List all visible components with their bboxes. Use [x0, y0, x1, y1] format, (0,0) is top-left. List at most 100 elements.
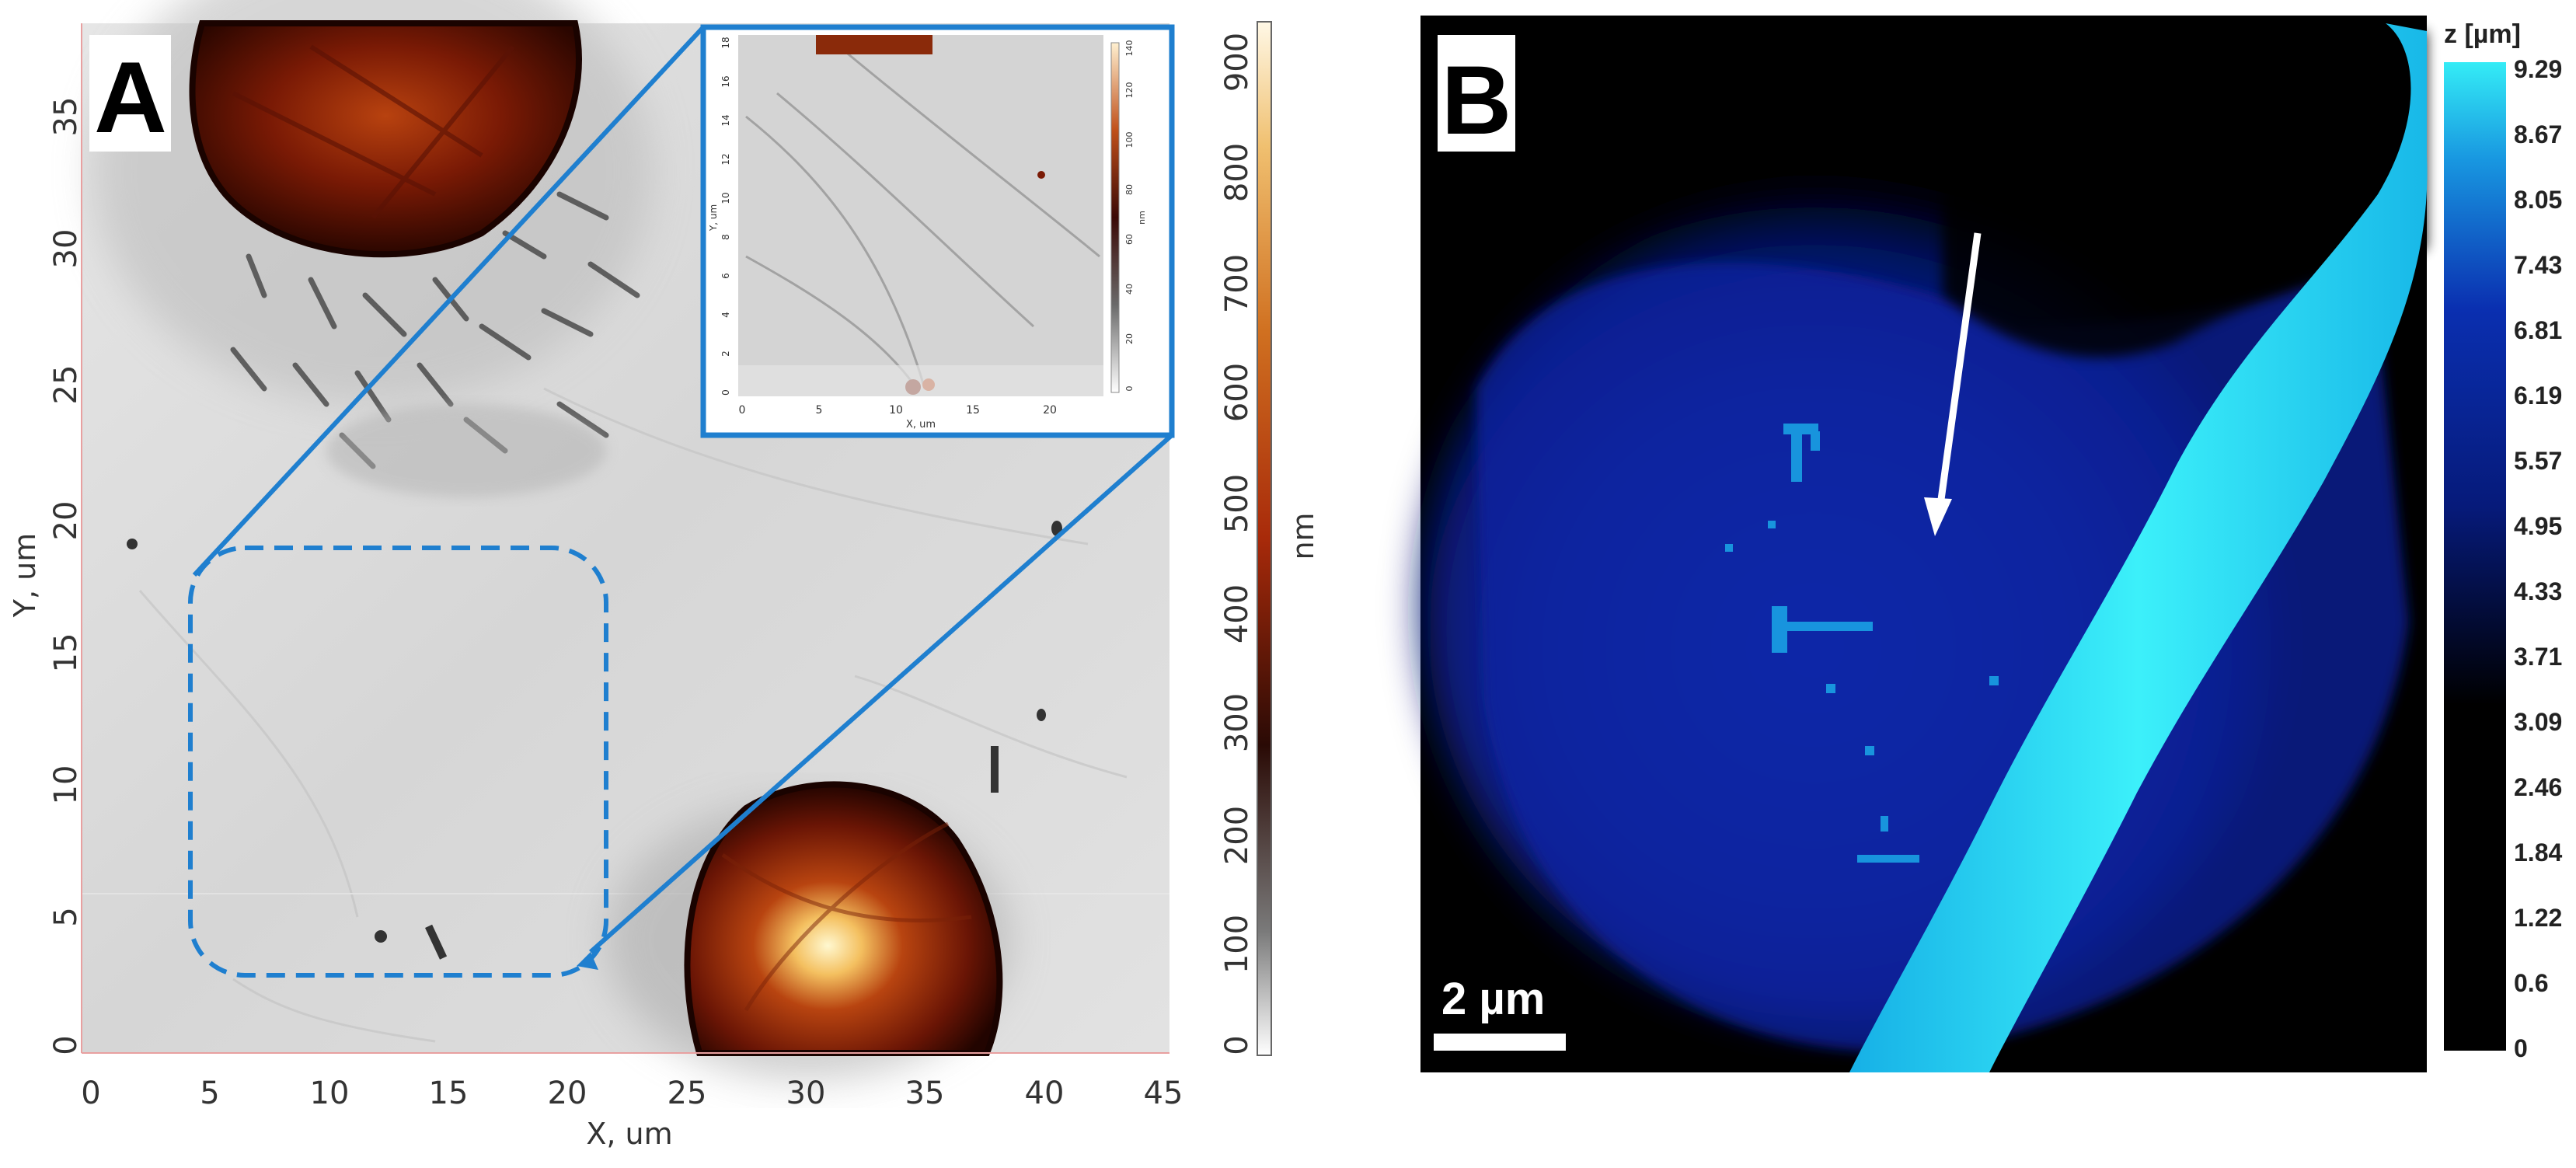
- panel-a-x-axis-label: X, um: [586, 1117, 672, 1151]
- colorbar-tick: 7.43: [2514, 251, 2562, 279]
- inset-colorbar-tick: 120: [1124, 82, 1135, 99]
- colorbar-tick: 5.57: [2514, 447, 2562, 475]
- scale-bar: [1434, 1034, 1566, 1051]
- colorbar-tick: 4.33: [2514, 577, 2562, 605]
- colorbar-tick: 700: [1219, 254, 1255, 313]
- inset-y-tick: 18: [720, 37, 731, 48]
- inset-colorbar-tick: 100: [1124, 132, 1135, 148]
- y-tick: 25: [48, 365, 84, 405]
- y-tick: 30: [48, 229, 84, 269]
- x-tick: 35: [905, 1076, 945, 1111]
- panel-b-colorbar-title: z [µm]: [2444, 19, 2521, 49]
- inset-image: [738, 35, 1103, 396]
- inset-x-tick: 15: [966, 404, 980, 417]
- inset-colorbar-tick: 0: [1124, 386, 1135, 392]
- inset-colorbar-ticks: 0 20 40 60 80 100 120 140: [1124, 40, 1135, 392]
- scale-bar-label: 2 µm: [1441, 974, 1545, 1024]
- colorbar-tick: 6.19: [2514, 382, 2562, 410]
- inset-x-ticks: 0 5 10 15 20: [739, 404, 1057, 417]
- inset-y-tick: 0: [720, 389, 731, 396]
- colorbar-tick: 9.29: [2514, 55, 2562, 83]
- panel-a-colorbar: [1257, 21, 1272, 1056]
- x-tick: 25: [668, 1076, 707, 1111]
- inset-x-tick: 0: [739, 404, 746, 417]
- inset-y-tick: 16: [720, 75, 731, 87]
- colorbar-tick: 500: [1219, 474, 1255, 533]
- inset-y-tick: 4: [720, 312, 731, 318]
- x-tick: 15: [429, 1076, 469, 1111]
- x-tick: 20: [548, 1076, 587, 1111]
- colorbar-tick: 800: [1219, 143, 1255, 202]
- inset-colorbar-tick: 20: [1124, 333, 1135, 344]
- colorbar-tick: 0: [1219, 1035, 1255, 1055]
- inset-colorbar-label: nm: [1137, 211, 1147, 225]
- colorbar-tick: 8.05: [2514, 186, 2562, 214]
- inset-colorbar-tick: 140: [1124, 40, 1135, 57]
- panel-a-x-ticks: 0 5 10 15 20 25 30 35 40 45: [81, 1076, 1183, 1111]
- cell-top: [93, 0, 653, 497]
- cell-bottom: [606, 781, 1010, 1080]
- inset-x-axis-label: X, um: [906, 419, 936, 431]
- colorbar-tick: 300: [1219, 693, 1255, 752]
- inset-x-tick: 20: [1043, 404, 1057, 417]
- inset-y-axis-label: Y, um: [708, 204, 719, 232]
- colorbar-tick: 6.81: [2514, 316, 2562, 344]
- colorbar-tick: 8.67: [2514, 120, 2562, 148]
- colorbar-tick: 600: [1219, 363, 1255, 422]
- colorbar-tick: 400: [1219, 584, 1255, 643]
- colorbar-tick: 0.6: [2514, 969, 2548, 997]
- fiber: [1849, 23, 2428, 1072]
- x-tick: 10: [310, 1076, 350, 1111]
- colorbar-tick: 3.71: [2514, 643, 2562, 671]
- inset-y-tick: 8: [720, 234, 731, 240]
- inset-y-tick: 2: [720, 350, 731, 357]
- debris: [127, 521, 1062, 960]
- region-of-interest: [188, 546, 608, 978]
- inset-y-tick: 10: [720, 192, 731, 204]
- panel-letter-b: B: [1441, 47, 1511, 155]
- colorbar-tick: 1.22: [2514, 904, 2562, 932]
- panel-a-y-ticks: 0 5 10 15 20 25 30 35: [48, 97, 84, 1055]
- x-tick: 5: [200, 1076, 219, 1111]
- x-tick: 0: [81, 1076, 100, 1111]
- inset: 0 5 10 15 20 X, um 0 2 4 6 8 10 12 14 16…: [700, 24, 1175, 438]
- colorbar-tick: 200: [1219, 806, 1255, 865]
- y-tick: 35: [48, 97, 84, 137]
- y-tick: 5: [48, 907, 84, 926]
- x-tick: 30: [786, 1076, 826, 1111]
- inset-y-tick: 12: [720, 153, 731, 165]
- colorbar-tick: 1.84: [2514, 839, 2562, 866]
- arrow-icon: [1924, 232, 1982, 536]
- colorbar-tick: 900: [1219, 33, 1255, 92]
- panel-a-y-axis-label: Y, um: [8, 533, 42, 618]
- colorbar-tick: 0: [2514, 1034, 2528, 1062]
- inset-colorbar: [1110, 42, 1120, 393]
- inset-y-tick: 6: [720, 273, 731, 279]
- inset-colorbar-tick: 40: [1124, 284, 1135, 295]
- panel-b: 2 µm B z [µm] 9.29 8.67 8.05 7.43 6.81 6…: [1420, 16, 2562, 1072]
- inset-y-ticks: 0 2 4 6 8 10 12 14 16 18: [720, 37, 731, 395]
- y-tick: 10: [48, 765, 84, 805]
- x-tick: 45: [1144, 1076, 1183, 1111]
- y-tick: 20: [48, 501, 84, 541]
- colorbar-tick: 3.09: [2514, 708, 2562, 736]
- panel-b-colorbar: [2444, 62, 2506, 1051]
- inset-y-tick: 14: [720, 114, 731, 126]
- colorbar-tick: 2.46: [2514, 773, 2562, 801]
- panel-letter-a: A: [94, 40, 167, 154]
- panel-b-colorbar-ticks: 9.29 8.67 8.05 7.43 6.81 6.19 5.57 4.95 …: [2514, 55, 2562, 1062]
- y-tick: 15: [48, 633, 84, 673]
- panel-a-colorbar-ticks: 0 100 200 300 400 500 600 700 800 900: [1219, 33, 1255, 1055]
- inset-x-tick: 10: [889, 404, 903, 417]
- inset-colorbar-tick: 60: [1124, 234, 1135, 245]
- inset-colorbar-tick: 80: [1124, 184, 1135, 195]
- inset-x-tick: 5: [816, 404, 823, 417]
- x-tick: 40: [1025, 1076, 1065, 1111]
- colorbar-tick: 100: [1219, 915, 1255, 974]
- y-tick: 0: [48, 1035, 84, 1055]
- panel-a: 0 5 10 15 20 X, um 0 2 4 6 8 10 12 14 16…: [8, 0, 1320, 1151]
- panel-a-colorbar-label: nm: [1286, 512, 1320, 560]
- colorbar-tick: 4.95: [2514, 512, 2562, 540]
- zoom-connectors: [192, 25, 1173, 954]
